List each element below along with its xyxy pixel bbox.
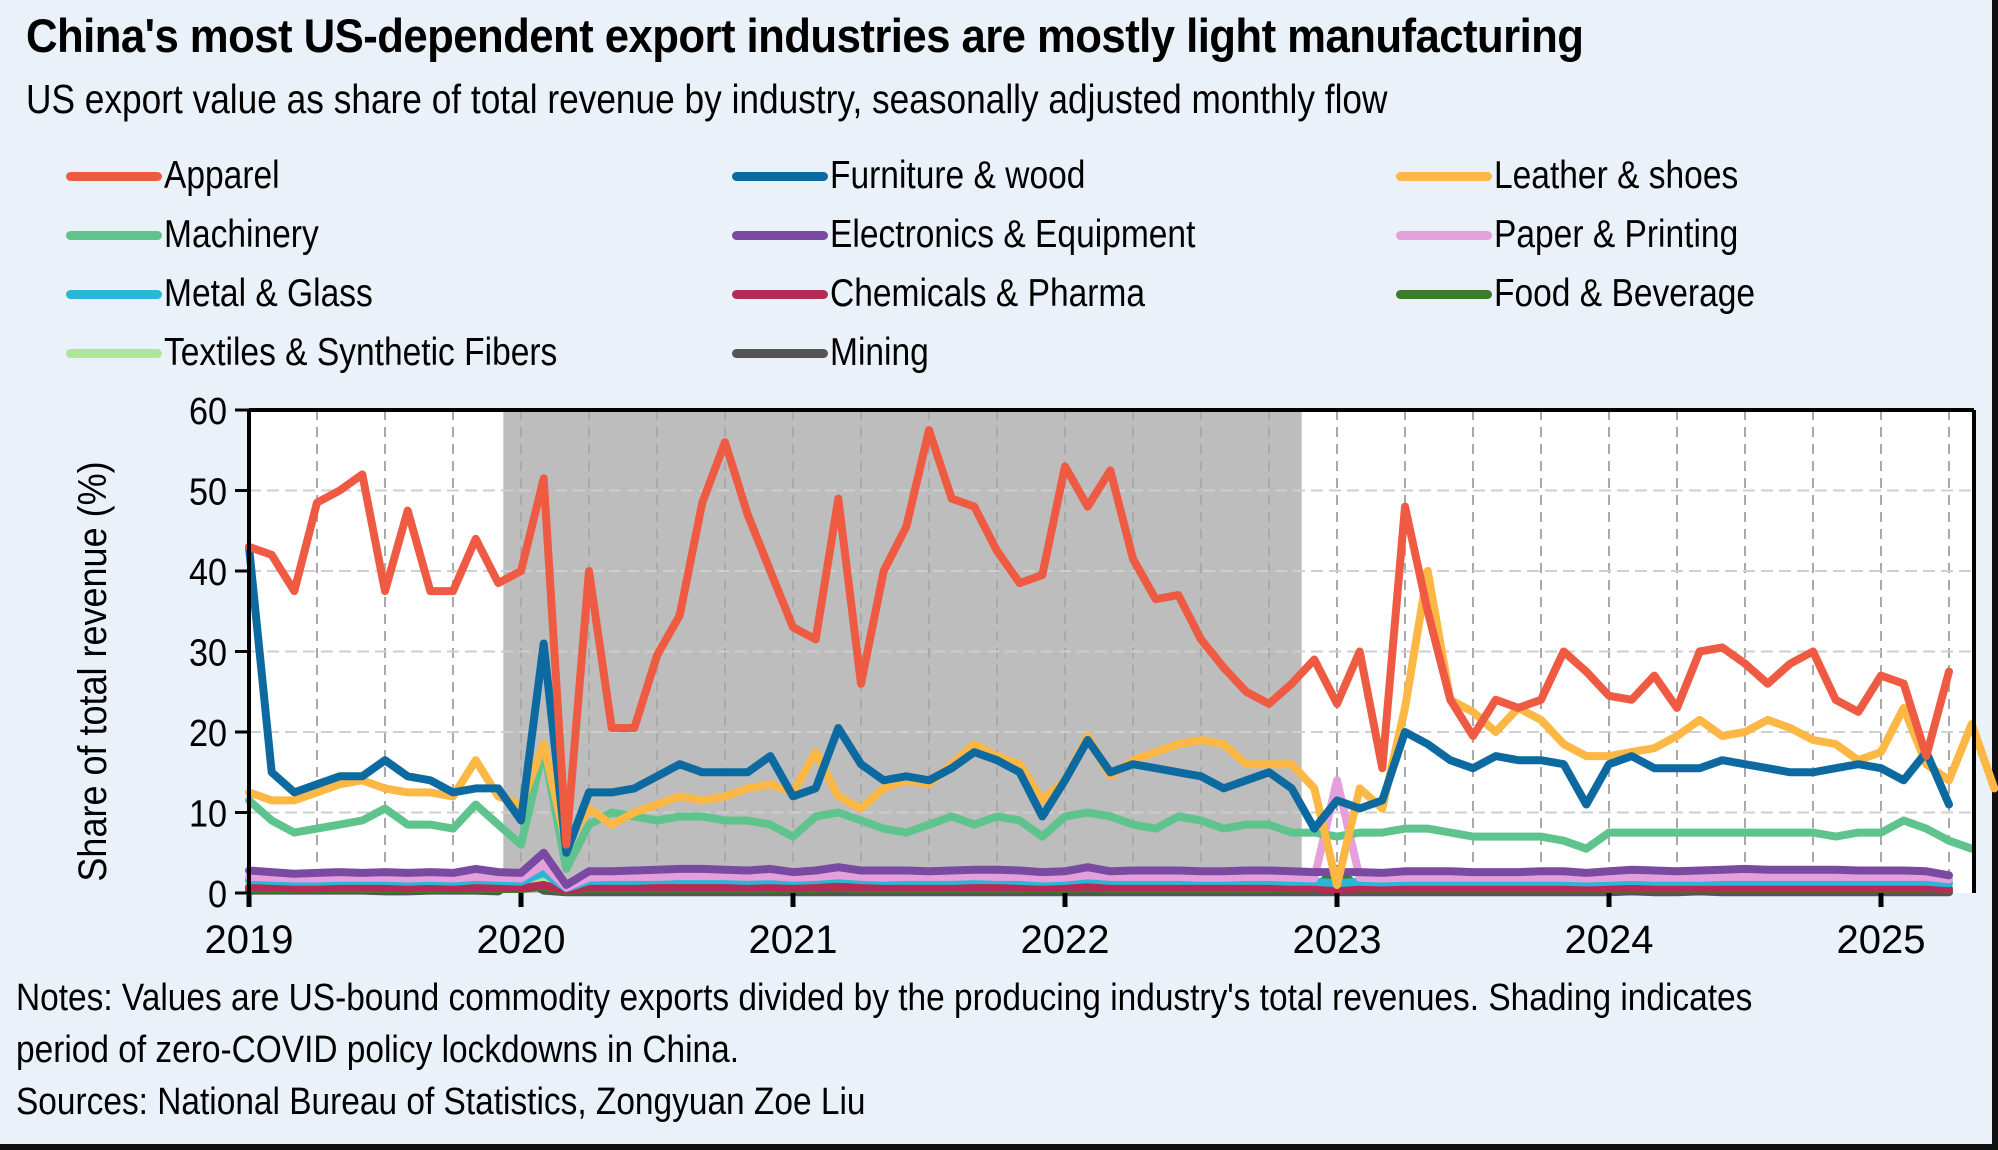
x-tick-label: 2023: [1293, 918, 1382, 962]
legend-item: Paper & Printing: [1396, 207, 1778, 263]
legend-label: Furniture & wood: [830, 154, 1086, 197]
legend-item: Apparel: [66, 148, 298, 204]
legend-item: Chemicals & Pharma: [732, 266, 1196, 322]
legend-item: Leather & shoes: [1396, 148, 1778, 204]
legend-item: Food & Beverage: [1396, 266, 1798, 322]
legend-item: Metal & Glass: [66, 266, 407, 322]
chart-subtitle: US export value as share of total revenu…: [26, 76, 1388, 122]
notes-block: Notes: Values are US-bound commodity exp…: [16, 972, 1978, 1128]
legend-item: Machinery: [66, 207, 344, 263]
legend-swatch: [66, 230, 162, 240]
series-line-electronics-equipment: [245, 848, 1953, 889]
y-tick-label: 30: [189, 631, 227, 674]
series-line-chemicals-pharma: [245, 881, 1953, 895]
legend-swatch: [1396, 171, 1492, 181]
notes-line-1: Notes: Values are US-bound commodity exp…: [16, 977, 1753, 1019]
y-tick-label: 20: [189, 711, 227, 754]
legend-swatch: [732, 171, 828, 181]
x-tick-label: 2025: [1837, 918, 1926, 962]
x-tick-label: 2022: [1021, 918, 1110, 962]
y-tick-label: 60: [189, 389, 227, 432]
legend-label: Mining: [830, 331, 929, 374]
legend-label: Metal & Glass: [164, 272, 373, 315]
legend-swatch: [66, 171, 162, 181]
sources-line: Sources: National Bureau of Statistics, …: [16, 1081, 866, 1123]
legend-swatch: [1396, 230, 1492, 240]
x-tick-label: 2019: [205, 918, 294, 962]
legend-item: Mining: [732, 325, 945, 381]
series-line-furniture-wood: [245, 542, 1953, 857]
legend-label: Paper & Printing: [1494, 213, 1739, 256]
x-tick-label: 2021: [749, 918, 838, 962]
legend-label: Apparel: [164, 154, 280, 197]
y-tick-label: 40: [189, 550, 227, 593]
y-tick-label: 0: [208, 872, 227, 915]
series-line-apparel: [245, 426, 1953, 849]
legend-swatch: [732, 230, 828, 240]
legend-swatch: [66, 289, 162, 299]
legend-swatch: [66, 348, 162, 358]
notes-line-2: period of zero-COVID policy lockdowns in…: [16, 1029, 740, 1071]
legend-label: Electronics & Equipment: [830, 213, 1196, 256]
chart-title: China's most US-dependent export industr…: [26, 9, 1584, 62]
x-tick-label: 2024: [1565, 918, 1654, 962]
x-tick-label: 2020: [477, 918, 566, 962]
legend-label: Food & Beverage: [1494, 272, 1756, 315]
y-tick-label: 50: [189, 470, 227, 513]
legend-label: Leather & shoes: [1494, 154, 1739, 197]
y-axis-label: Share of total revenue (%): [71, 461, 115, 881]
y-tick-label: 10: [189, 792, 227, 835]
legend-label: Chemicals & Pharma: [830, 272, 1146, 315]
legend-item: Electronics & Equipment: [732, 207, 1255, 263]
legend-label: Textiles & Synthetic Fibers: [164, 331, 558, 374]
series-line-paper-printing: [245, 776, 1953, 892]
legend-label: Machinery: [164, 213, 319, 256]
legend-swatch: [732, 348, 828, 358]
legend-item: Furniture & wood: [732, 148, 1127, 204]
legend-swatch: [1396, 289, 1492, 299]
legend-item: Textiles & Synthetic Fibers: [66, 325, 621, 381]
legend-swatch: [732, 289, 828, 299]
series-line-machinery: [245, 744, 1976, 873]
